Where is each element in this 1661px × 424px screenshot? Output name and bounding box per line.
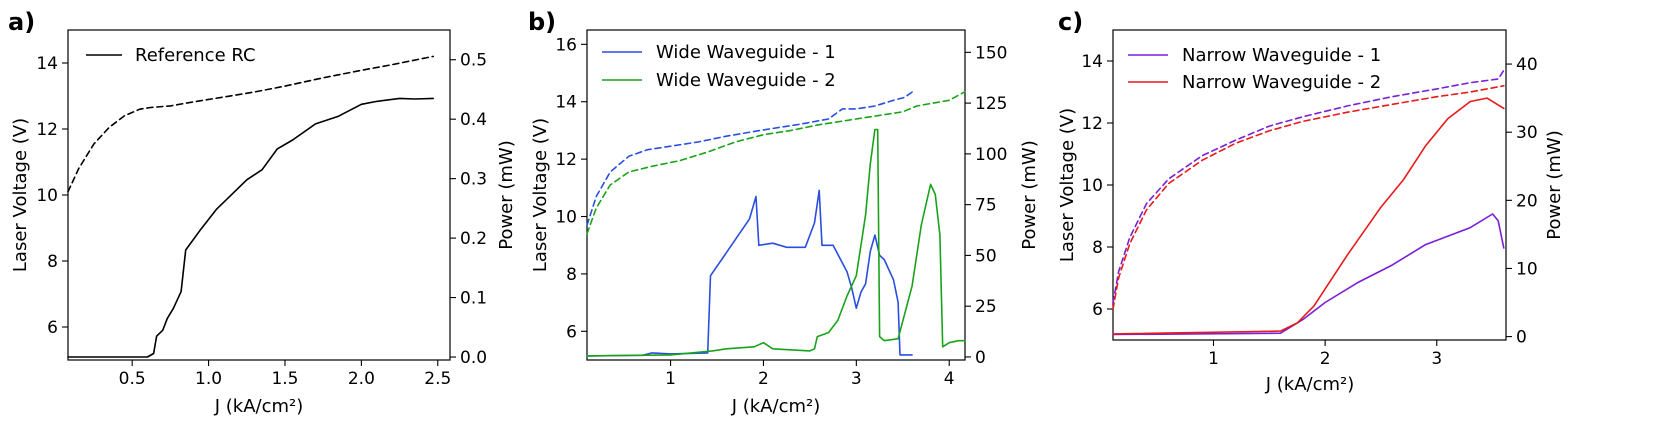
y-axis-label-left-c: Laser Voltage (V) — [1057, 108, 1078, 262]
y-right-tick-label-1-5: 0.5 — [460, 51, 487, 71]
y-right-tick-label-1-2: 0.2 — [460, 229, 487, 249]
y-left-tick-label-1-0: 6 — [47, 318, 58, 338]
y-left-tick-label-2-0: 6 — [566, 322, 577, 342]
y-axis-label-right-c: Power (mW) — [1544, 130, 1565, 240]
panel-a: a) J (kA/cm²) Laser Voltage (V) Power (m… — [8, 8, 517, 417]
y-left-tick-label-1-3: 12 — [36, 120, 58, 140]
x-tick-label-3-0: 1 — [1208, 349, 1219, 369]
legend-b: Wide Waveguide - 1 Wide Waveguide - 2 — [602, 42, 836, 91]
y-left-tick-label-2-4: 14 — [555, 93, 577, 113]
voltage-line-wide-waveguide-2 — [586, 90, 966, 235]
x-tick-label-1-2: 1.5 — [271, 369, 298, 389]
x-axis-label-a: J (kA/cm²) — [214, 396, 304, 417]
power-line-narrow-waveguide-1 — [1112, 213, 1505, 336]
y-left-tick-label-1-1: 8 — [47, 252, 58, 272]
y-right-tick-label-2-2: 50 — [975, 246, 997, 266]
plot-frame-a — [67, 29, 451, 361]
y-right-tick-label-2-6: 150 — [975, 43, 1007, 63]
y-right-tick-label-2-3: 75 — [975, 196, 997, 216]
x-axis-label-c: J (kA/cm²) — [1265, 374, 1355, 395]
y-right-tick-label-3-4: 40 — [1516, 55, 1538, 75]
y-right-tick-label-3-2: 20 — [1516, 191, 1538, 211]
y-left-tick-label-2-3: 12 — [555, 150, 577, 170]
legend-a: Reference RC — [86, 45, 256, 66]
y-axis-label-left-b: Laser Voltage (V) — [530, 118, 551, 272]
plot-frame-b — [586, 29, 966, 361]
panel-label-a: a) — [8, 8, 35, 36]
y-right-tick-label-3-3: 30 — [1516, 123, 1538, 143]
y-left-tick-label-3-0: 6 — [1092, 300, 1103, 320]
voltage-line-narrow-waveguide-2 — [1112, 85, 1505, 310]
plot-area-1: 0.5 1.0 1.5 2.0 2.5 6 8 10 12 14 0.0 0.1 0.2 0.3 0.4 0.… — [36, 51, 487, 389]
voltage-line-reference-rc — [67, 55, 435, 193]
y-left-tick-label-3-4: 14 — [1081, 52, 1103, 72]
y-right-tick-label-1-4: 0.4 — [460, 110, 487, 130]
y-left-tick-label-1-4: 14 — [36, 54, 58, 74]
x-tick-label-2-1: 2 — [758, 369, 769, 389]
x-tick-label-2-3: 4 — [944, 369, 955, 389]
y-left-tick-label-3-3: 12 — [1081, 114, 1103, 134]
legend-label-wide-waveguide-1: Wide Waveguide - 1 — [656, 42, 836, 63]
panel-c: c) J (kA/cm²) Laser Voltage (V) Power (m… — [1057, 8, 1565, 395]
panel-b: b) J (kA/cm²) Laser Voltage (V) Power (m… — [528, 8, 1040, 417]
y-axis-label-right-a: Power (mW) — [496, 140, 517, 250]
legend-label-reference-rc: Reference RC — [135, 45, 256, 66]
x-tick-label-1-0: 0.5 — [119, 369, 146, 389]
power-line-narrow-waveguide-2 — [1112, 97, 1505, 335]
y-right-tick-label-2-5: 125 — [975, 94, 1007, 114]
y-right-tick-label-1-0: 0.0 — [460, 348, 487, 368]
y-axis-label-left-a: Laser Voltage (V) — [10, 118, 31, 272]
y-right-tick-label-3-0: 0 — [1516, 328, 1527, 348]
legend-label-narrow-waveguide-2: Narrow Waveguide - 2 — [1182, 72, 1381, 93]
y-right-tick-label-2-0: 0 — [975, 348, 986, 368]
y-right-tick-label-3-1: 10 — [1516, 259, 1538, 279]
x-tick-label-3-1: 2 — [1320, 349, 1331, 369]
legend-label-narrow-waveguide-1: Narrow Waveguide - 1 — [1182, 45, 1381, 66]
voltage-line-wide-waveguide-1 — [586, 90, 915, 226]
x-tick-label-2-0: 1 — [665, 369, 676, 389]
power-line-wide-waveguide-1 — [586, 189, 913, 357]
y-left-tick-label-3-1: 8 — [1092, 238, 1103, 258]
y-left-tick-label-2-1: 8 — [566, 265, 577, 285]
y-right-tick-label-2-1: 25 — [975, 297, 997, 317]
power-line-reference-rc — [67, 97, 435, 358]
y-right-tick-label-1-1: 0.1 — [460, 289, 487, 309]
y-left-tick-label-2-2: 10 — [555, 208, 577, 228]
y-left-tick-label-3-2: 10 — [1081, 176, 1103, 196]
legend-c: Narrow Waveguide - 1 Narrow Waveguide - … — [1128, 45, 1381, 93]
y-right-tick-label-2-4: 100 — [975, 145, 1007, 165]
voltage-line-narrow-waveguide-1 — [1112, 69, 1505, 304]
power-line-wide-waveguide-2 — [586, 128, 966, 357]
x-axis-label-b: J (kA/cm²) — [731, 396, 821, 417]
legend-label-wide-waveguide-2: Wide Waveguide - 2 — [656, 70, 836, 91]
x-tick-label-1-3: 2.0 — [348, 369, 375, 389]
x-tick-label-2-2: 3 — [851, 369, 862, 389]
y-left-tick-label-2-5: 16 — [555, 35, 577, 55]
x-tick-label-3-2: 3 — [1431, 349, 1442, 369]
y-axis-label-right-b: Power (mW) — [1019, 140, 1040, 250]
y-right-tick-label-1-3: 0.3 — [460, 170, 487, 190]
x-tick-label-1-1: 1.0 — [195, 369, 222, 389]
y-left-tick-label-1-2: 10 — [36, 186, 58, 206]
panel-label-c: c) — [1058, 8, 1083, 36]
x-tick-label-1-4: 2.5 — [424, 369, 451, 389]
panel-label-b: b) — [528, 8, 556, 36]
